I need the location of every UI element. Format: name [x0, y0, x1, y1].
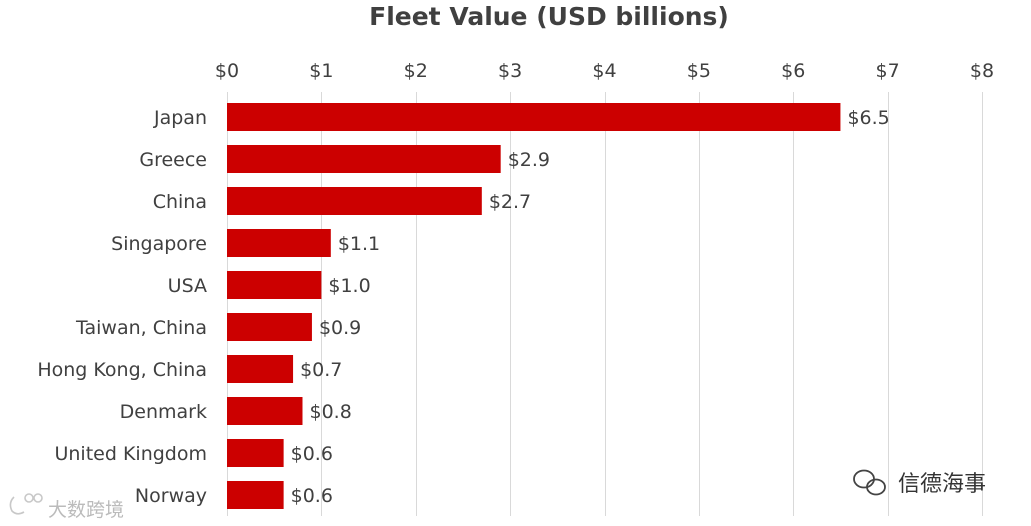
category-label-3: Singapore — [111, 233, 207, 255]
category-label-9: Norway — [135, 485, 207, 507]
bar-6 — [227, 355, 294, 383]
data-label-9: $0.6 — [291, 485, 333, 507]
bar-5 — [227, 313, 312, 341]
bar-7 — [227, 397, 303, 425]
x-tick-label-8: $8 — [970, 60, 994, 82]
x-tick-label-2: $2 — [404, 60, 428, 82]
category-label-2: China — [153, 191, 207, 213]
category-label-1: Greece — [139, 149, 207, 171]
data-label-4: $1.0 — [328, 275, 370, 297]
x-tick-label-0: $0 — [215, 60, 239, 82]
data-label-8: $0.6 — [291, 443, 333, 465]
category-label-5: Taiwan, China — [75, 317, 207, 339]
watermark-right: 信德海事 — [853, 469, 986, 497]
data-label-7: $0.8 — [310, 401, 352, 423]
watermark-left-logo-icon — [9, 493, 43, 515]
x-axis-tick-labels: $0 $1 $2 $3 $4 $5 $6 $7 $8 — [215, 60, 994, 82]
bar-4 — [227, 271, 322, 299]
x-tick-label-7: $7 — [876, 60, 900, 82]
x-tick-label-3: $3 — [498, 60, 522, 82]
category-label-7: Denmark — [120, 401, 207, 423]
bar-1 — [227, 145, 501, 173]
data-labels: $6.5 $2.9 $2.7 $1.1 $1.0 $0.9 $0.7 $0.8 $0.6 $0.6 — [291, 107, 890, 507]
category-label-6: Hong Kong, China — [37, 359, 207, 381]
bar-3 — [227, 229, 331, 257]
category-label-0: Japan — [153, 107, 207, 129]
x-tick-label-1: $1 — [309, 60, 333, 82]
x-tick-label-6: $6 — [781, 60, 805, 82]
chart-title: Fleet Value (USD billions) — [369, 2, 729, 31]
data-label-6: $0.7 — [300, 359, 342, 381]
category-labels: Japan Greece China Singapore USA Taiwan, Chin… — [37, 107, 207, 507]
data-label-2: $2.7 — [489, 191, 531, 213]
bar-9 — [227, 481, 284, 509]
category-label-4: USA — [168, 275, 207, 297]
category-label-8: United Kingdom — [54, 443, 207, 465]
wechat-icon — [853, 469, 886, 496]
bar-0 — [227, 103, 841, 131]
bars — [227, 103, 841, 509]
watermark-right-text: 信德海事 — [898, 472, 986, 497]
bar-8 — [227, 439, 284, 467]
x-tick-label-5: $5 — [687, 60, 711, 82]
watermark-left: 大数跨境 — [9, 493, 124, 521]
watermark-left-text: 大数跨境 — [48, 499, 124, 521]
data-label-1: $2.9 — [508, 149, 550, 171]
x-tick-label-4: $4 — [592, 60, 616, 82]
data-label-5: $0.9 — [319, 317, 361, 339]
bar-2 — [227, 187, 482, 215]
data-label-3: $1.1 — [338, 233, 380, 255]
data-label-0: $6.5 — [847, 107, 889, 129]
